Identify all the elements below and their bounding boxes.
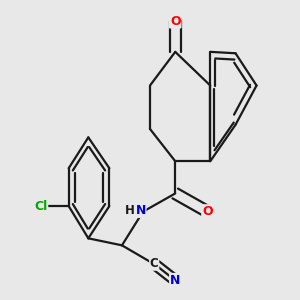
Text: Cl: Cl (34, 200, 47, 213)
Text: O: O (202, 205, 213, 218)
Text: O: O (170, 14, 181, 28)
Text: N: N (170, 274, 180, 287)
Text: H: H (125, 204, 135, 217)
Text: N: N (136, 204, 146, 217)
Text: C: C (150, 257, 159, 270)
